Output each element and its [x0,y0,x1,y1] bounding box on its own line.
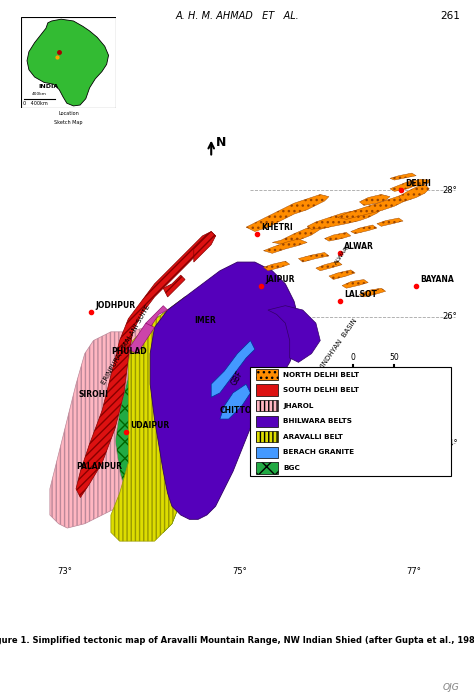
Text: LALSOT: LALSOT [344,290,377,299]
Polygon shape [377,218,403,227]
Polygon shape [163,275,185,297]
Polygon shape [264,239,307,254]
Text: 28°: 28° [443,186,457,195]
Text: SOUTH DELHI BELT: SOUTH DELHI BELT [283,387,359,393]
Text: Location: Location [58,111,79,116]
Polygon shape [307,206,381,229]
Text: N: N [216,136,226,149]
Polygon shape [359,288,386,297]
Text: CHITTORGARH: CHITTORGARH [220,406,283,415]
Polygon shape [115,293,228,532]
Polygon shape [399,184,429,202]
FancyBboxPatch shape [255,384,278,395]
Polygon shape [128,323,155,354]
Polygon shape [325,232,351,241]
Text: GBF: GBF [229,369,245,386]
Text: 77°: 77° [407,567,421,576]
Text: JAIPUR: JAIPUR [266,275,295,284]
Text: ERINPURA - MALANI SUITE: ERINPURA - MALANI SUITE [101,304,152,386]
Polygon shape [390,173,416,180]
Text: 75°: 75° [232,567,247,576]
Polygon shape [342,279,368,288]
FancyBboxPatch shape [255,431,278,443]
FancyBboxPatch shape [255,447,278,458]
Text: PALANPUR: PALANPUR [76,462,122,471]
FancyBboxPatch shape [250,367,451,476]
Polygon shape [316,261,342,271]
Text: VINDHYAN  BASIN: VINDHYAN BASIN [318,318,358,372]
Text: Km: Km [367,376,380,385]
Text: IMER: IMER [194,316,216,325]
Text: 50: 50 [390,353,399,362]
Polygon shape [359,195,390,205]
Text: BERACH GRANITE: BERACH GRANITE [283,450,354,455]
Text: NORTH DELHI BELT: NORTH DELHI BELT [283,372,359,377]
Text: KHETRI: KHETRI [261,222,293,231]
Polygon shape [111,293,228,541]
Text: 73°: 73° [58,567,73,576]
FancyBboxPatch shape [255,462,278,473]
Polygon shape [146,306,168,327]
Polygon shape [272,224,329,245]
Text: 0: 0 [350,353,356,362]
Text: Sketch Map: Sketch Map [55,120,83,125]
Text: ARAVALLI BELT: ARAVALLI BELT [283,434,343,440]
Polygon shape [220,384,250,419]
Text: DELHI: DELHI [405,179,431,188]
Text: BHILWARA BELTS: BHILWARA BELTS [283,418,352,424]
Text: INDIA: INDIA [38,84,59,89]
Polygon shape [329,270,355,279]
Polygon shape [337,195,408,220]
Text: ALWAR: ALWAR [344,242,374,251]
Text: OJG: OJG [443,682,460,692]
Polygon shape [27,19,109,106]
Polygon shape [150,262,299,519]
Polygon shape [264,261,290,271]
Text: Figure 1. Simplified tectonic map of Aravalli Mountain Range, NW Indian Shied (a: Figure 1. Simplified tectonic map of Ara… [0,636,474,645]
Text: PHULAD: PHULAD [111,347,146,356]
Text: 0   400km: 0 400km [23,101,48,106]
Polygon shape [246,195,329,231]
Text: BGC: BGC [283,465,300,471]
Polygon shape [390,180,420,191]
Polygon shape [211,341,255,398]
Polygon shape [194,231,216,262]
Text: JHAROL: JHAROL [283,402,313,409]
FancyBboxPatch shape [255,369,278,380]
Polygon shape [299,252,329,262]
Text: 24°: 24° [443,439,457,448]
FancyBboxPatch shape [255,400,278,411]
Text: A. H. M. AHMAD   ET   AL.: A. H. M. AHMAD ET AL. [175,11,299,21]
Text: 400km: 400km [32,92,47,96]
Polygon shape [76,231,216,498]
Polygon shape [268,306,320,362]
Text: ALWAR: ALWAR [334,245,350,265]
Text: SIROHI: SIROHI [78,391,108,400]
Polygon shape [50,323,150,528]
Text: 261: 261 [440,11,460,21]
Polygon shape [351,225,377,234]
Text: 26°: 26° [443,312,457,321]
Text: UDAIPUR: UDAIPUR [130,421,170,430]
Text: JODHPUR: JODHPUR [96,301,136,310]
FancyBboxPatch shape [255,416,278,427]
Text: BAYANA: BAYANA [420,275,454,284]
Polygon shape [408,179,429,187]
